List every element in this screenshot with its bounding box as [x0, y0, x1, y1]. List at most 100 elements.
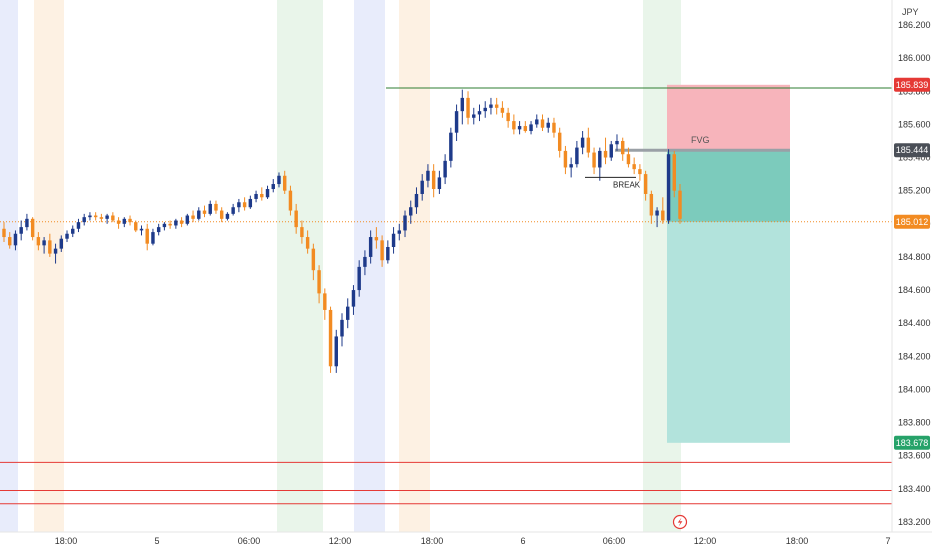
- candle: [145, 223, 149, 251]
- current-price-tag: 185.012: [896, 217, 929, 227]
- stop-price-tag-bg: [894, 77, 930, 92]
- candle: [111, 212, 115, 223]
- candle: [134, 220, 138, 233]
- candle: [351, 285, 356, 315]
- candle-body: [99, 217, 104, 219]
- x-tick-labels: 18:00 5 06:00 12:00 18:00 6 06:00 12:00 18:00 7: [55, 536, 891, 546]
- candle-body: [156, 227, 161, 233]
- candle: [472, 107, 476, 125]
- candle-body: [8, 237, 12, 246]
- candle-body: [346, 306, 350, 320]
- candle-body: [540, 119, 545, 128]
- candle: [208, 200, 212, 216]
- candle: [202, 205, 207, 218]
- candle: [460, 89, 465, 125]
- candle-body: [472, 114, 476, 118]
- candle-body: [254, 193, 258, 199]
- candle: [386, 240, 390, 264]
- candle-body: [363, 256, 367, 267]
- candle-body: [603, 150, 608, 158]
- candle-body: [420, 180, 424, 194]
- candle-body: [2, 228, 6, 238]
- candle-body: [174, 220, 178, 226]
- candle: [265, 185, 270, 199]
- candle: [260, 187, 264, 201]
- candle: [678, 184, 682, 224]
- candle-body: [661, 210, 665, 221]
- candle: [282, 170, 287, 194]
- candle-body: [271, 184, 275, 190]
- candle-body: [643, 174, 648, 194]
- fvg-price-tag-bg: [894, 143, 930, 158]
- candle: [437, 170, 442, 194]
- candle-body: [535, 119, 539, 125]
- candle: [649, 190, 654, 224]
- candle-body: [529, 124, 533, 132]
- candle: [431, 164, 436, 198]
- candle-body: [500, 107, 505, 113]
- candle-body: [580, 137, 585, 148]
- target-price-tag-bg: [894, 435, 930, 450]
- candle: [563, 145, 568, 175]
- x-tick-label: 12:00: [694, 536, 717, 546]
- candle-body: [59, 238, 64, 249]
- candle-body: [208, 203, 212, 214]
- candle: [8, 232, 12, 249]
- candle: [397, 223, 402, 241]
- candle-body: [145, 228, 149, 244]
- candle-body: [179, 220, 184, 224]
- candle: [317, 265, 321, 304]
- candle: [552, 117, 556, 138]
- candle: [219, 207, 224, 223]
- candle: [179, 217, 184, 228]
- candle-body: [42, 240, 46, 246]
- candle-body: [311, 248, 316, 271]
- take-profit-zone[interactable]: [667, 221, 790, 443]
- flash-icon[interactable]: [672, 514, 688, 530]
- candle: [25, 213, 29, 231]
- candle: [191, 210, 195, 223]
- candle: [529, 121, 533, 135]
- candle: [82, 213, 86, 226]
- candle-body: [563, 150, 568, 168]
- candle: [288, 185, 293, 216]
- y-tick-label: 186.200: [898, 20, 931, 30]
- time-axis[interactable]: 18:00 5 06:00 12:00 18:00 6 06:00 12:00 18:00 7: [0, 531, 932, 546]
- candle: [420, 174, 424, 201]
- position-zones: [667, 84, 790, 443]
- candle-body: [546, 122, 550, 128]
- candle: [535, 114, 539, 128]
- candle: [116, 217, 121, 229]
- candle: [391, 227, 396, 254]
- candle-body: [431, 170, 436, 190]
- candle: [254, 190, 258, 203]
- candle: [105, 213, 109, 224]
- x-tick-label: 18:00: [421, 536, 444, 546]
- candle-body: [409, 207, 413, 216]
- candle-body: [357, 266, 361, 291]
- candle-body: [494, 104, 499, 108]
- y-tick-label: 184.000: [898, 384, 931, 394]
- candle-body: [151, 232, 155, 244]
- candle-body: [48, 240, 52, 254]
- candle-body: [71, 228, 75, 234]
- candle-body: [30, 218, 35, 238]
- y-tick-label: 185.600: [898, 119, 931, 129]
- session-band: [0, 0, 18, 532]
- candle-body: [214, 203, 218, 211]
- x-tick-label: 12:00: [329, 536, 352, 546]
- candle-body: [391, 233, 396, 247]
- session-band: [354, 0, 385, 532]
- candle-body: [25, 218, 29, 228]
- candle-body: [368, 237, 373, 257]
- candle: [609, 140, 613, 161]
- candle: [666, 149, 671, 224]
- candle: [569, 157, 573, 178]
- candle: [271, 179, 275, 193]
- candle: [655, 207, 659, 228]
- stop-price-tag: 185.839: [896, 80, 929, 90]
- price-axis[interactable]: JPY 186.200186.000185.800185.600185.4001…: [891, 0, 931, 532]
- y-tick-labels: 186.200186.000185.800185.600185.400185.2…: [898, 20, 931, 527]
